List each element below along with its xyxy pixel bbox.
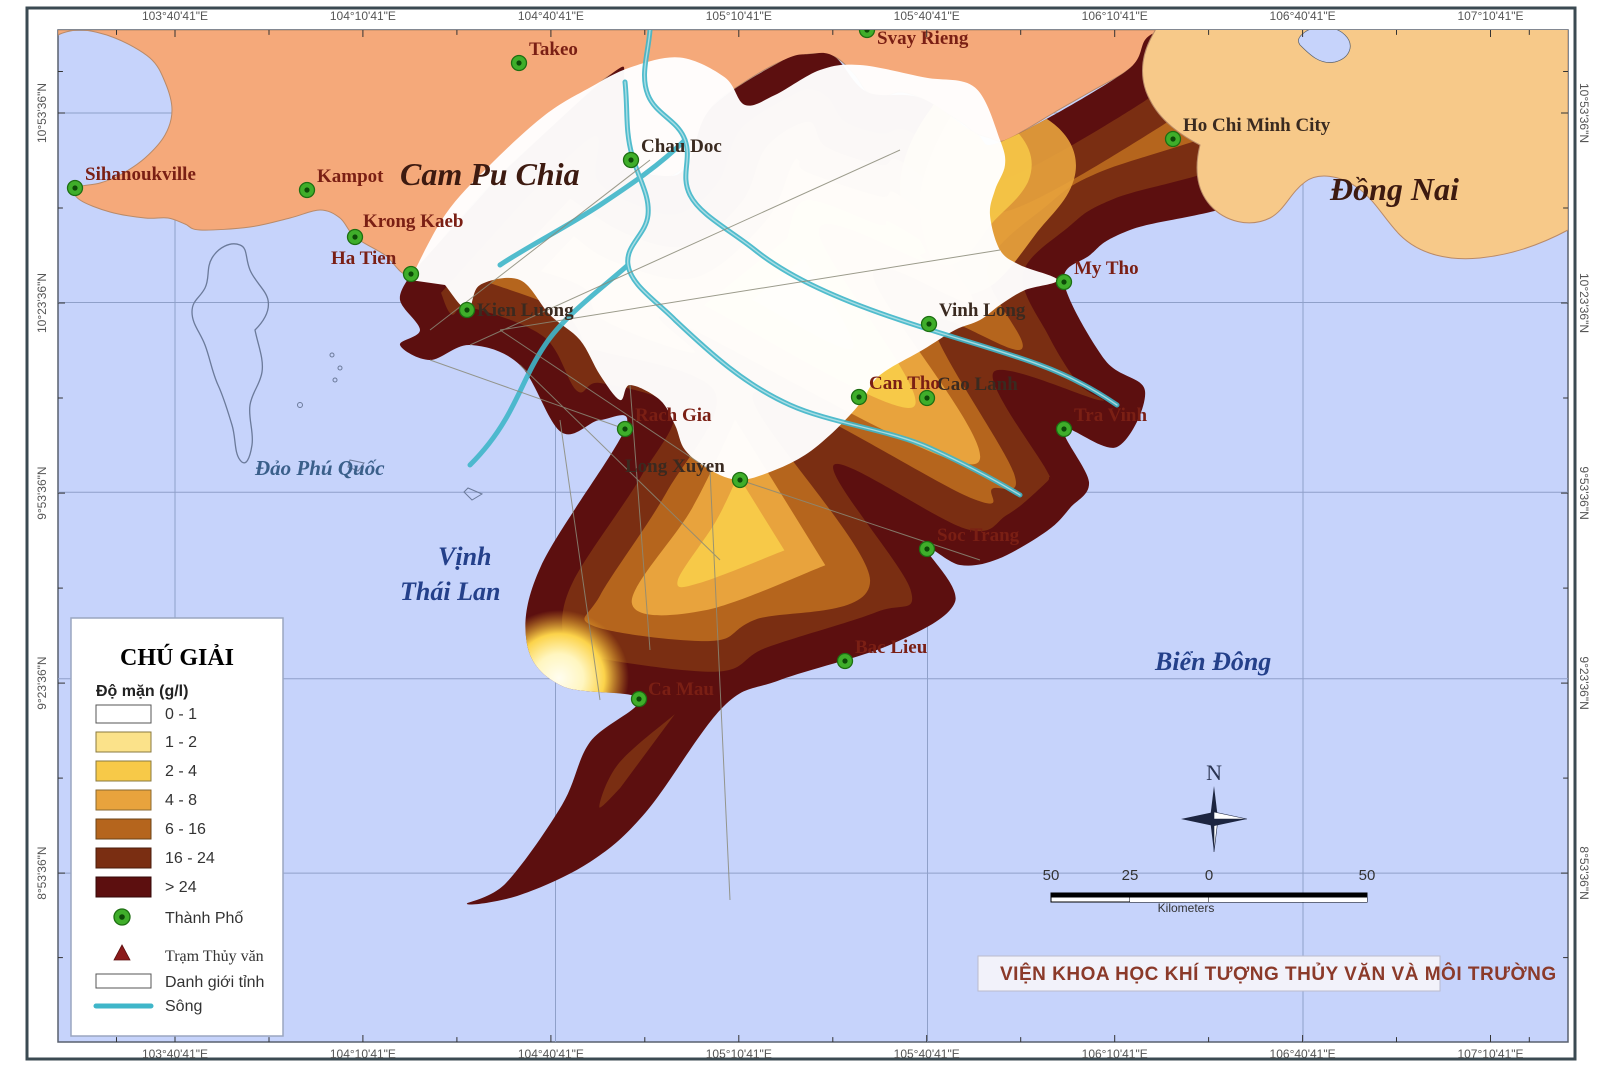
svg-text:0: 0 (1205, 867, 1213, 884)
svg-text:105°10'41"E: 105°10'41"E (706, 9, 772, 23)
svg-text:Svay Rieng: Svay Rieng (877, 28, 969, 49)
svg-text:10°23'36"N: 10°23'36"N (1577, 273, 1591, 333)
svg-text:105°10'41"E: 105°10'41"E (706, 1047, 772, 1061)
svg-text:106°40'41"E: 106°40'41"E (1270, 9, 1336, 23)
svg-text:Kampot: Kampot (317, 166, 384, 187)
svg-text:0 - 1: 0 - 1 (165, 706, 197, 723)
svg-text:Long Xuyen: Long Xuyen (625, 456, 725, 477)
svg-text:104°10'41"E: 104°10'41"E (330, 1047, 396, 1061)
svg-text:Đồng Nai: Đồng Nai (1329, 171, 1459, 207)
svg-text:Thái Lan: Thái Lan (400, 577, 500, 606)
svg-text:Đảo Phú Quốc: Đảo Phú Quốc (254, 456, 385, 480)
svg-text:10°23'36"N: 10°23'36"N (35, 273, 49, 333)
svg-text:Sihanoukville: Sihanoukville (85, 164, 196, 185)
svg-text:106°10'41"E: 106°10'41"E (1082, 9, 1148, 23)
svg-text:Cao Lanh: Cao Lanh (937, 374, 1018, 395)
svg-text:10°53'36"N: 10°53'36"N (1577, 83, 1591, 143)
svg-text:1 - 2: 1 - 2 (165, 734, 197, 751)
svg-text:Thành Phố: Thành Phố (165, 910, 243, 927)
svg-text:8°53'36"N: 8°53'36"N (1577, 846, 1591, 899)
svg-text:6 - 16: 6 - 16 (165, 821, 206, 838)
svg-text:107°10'41"E: 107°10'41"E (1457, 1047, 1523, 1061)
svg-text:Soc Trang: Soc Trang (937, 525, 1020, 546)
svg-text:Bac Lieu: Bac Lieu (855, 637, 928, 658)
svg-text:Sông: Sông (165, 998, 202, 1015)
svg-text:105°40'41"E: 105°40'41"E (894, 9, 960, 23)
svg-text:Kilometers: Kilometers (1158, 901, 1215, 915)
svg-text:VIỆN KHOA HỌC KHÍ TƯỢNG THỦY V: VIỆN KHOA HỌC KHÍ TƯỢNG THỦY VĂN VÀ MÔI … (1000, 963, 1557, 985)
svg-text:9°23'36"N: 9°23'36"N (1577, 656, 1591, 709)
svg-text:8°53'36"N: 8°53'36"N (35, 846, 49, 899)
svg-text:10°53'36"N: 10°53'36"N (35, 83, 49, 143)
svg-text:Trạm Thủy văn: Trạm Thủy văn (165, 948, 264, 965)
svg-text:Chau Doc: Chau Doc (641, 136, 722, 157)
svg-text:104°10'41"E: 104°10'41"E (330, 9, 396, 23)
svg-text:107°10'41"E: 107°10'41"E (1457, 9, 1523, 23)
svg-text:Ca Mau: Ca Mau (648, 679, 714, 700)
svg-text:Tra Vinh: Tra Vinh (1074, 405, 1147, 426)
svg-text:Biển Đông: Biển Đông (1154, 647, 1271, 676)
svg-text:CHÚ GIẢI: CHÚ GIẢI (120, 645, 234, 671)
svg-text:Ha Tien: Ha Tien (331, 248, 397, 269)
svg-text:My Tho: My Tho (1074, 258, 1139, 279)
svg-text:9°53'36"N: 9°53'36"N (35, 466, 49, 519)
svg-text:9°23'36"N: 9°23'36"N (35, 656, 49, 709)
svg-text:Danh giới tỉnh: Danh giới tỉnh (165, 974, 264, 991)
svg-text:106°40'41"E: 106°40'41"E (1270, 1047, 1336, 1061)
svg-text:106°10'41"E: 106°10'41"E (1082, 1047, 1148, 1061)
svg-text:104°40'41"E: 104°40'41"E (518, 9, 584, 23)
svg-text:105°40'41"E: 105°40'41"E (894, 1047, 960, 1061)
svg-text:50: 50 (1043, 867, 1060, 884)
svg-text:Vinh Long: Vinh Long (939, 300, 1026, 321)
svg-text:N: N (1206, 760, 1222, 785)
svg-text:Độ mặn (g/l): Độ mặn (g/l) (96, 683, 188, 700)
svg-text:103°40'41"E: 103°40'41"E (142, 9, 208, 23)
svg-text:50: 50 (1359, 867, 1376, 884)
svg-text:104°40'41"E: 104°40'41"E (518, 1047, 584, 1061)
svg-text:9°53'36"N: 9°53'36"N (1577, 466, 1591, 519)
svg-text:4 - 8: 4 - 8 (165, 792, 197, 809)
svg-text:25: 25 (1122, 867, 1139, 884)
svg-text:103°40'41"E: 103°40'41"E (142, 1047, 208, 1061)
svg-text:Rach Gia: Rach Gia (635, 405, 712, 426)
svg-text:Can Tho: Can Tho (869, 373, 940, 394)
svg-text:Krong Kaeb: Krong Kaeb (363, 211, 463, 232)
svg-text:Kien Luong: Kien Luong (477, 300, 574, 321)
svg-text:> 24: > 24 (165, 879, 197, 896)
svg-text:Vịnh: Vịnh (438, 542, 492, 571)
svg-text:16 - 24: 16 - 24 (165, 850, 215, 867)
svg-text:Cam Pu Chia: Cam Pu Chia (400, 156, 580, 192)
svg-text:Ho Chi Minh City: Ho Chi Minh City (1183, 115, 1331, 136)
svg-text:2 - 4: 2 - 4 (165, 763, 197, 780)
svg-text:Takeo: Takeo (529, 39, 578, 60)
